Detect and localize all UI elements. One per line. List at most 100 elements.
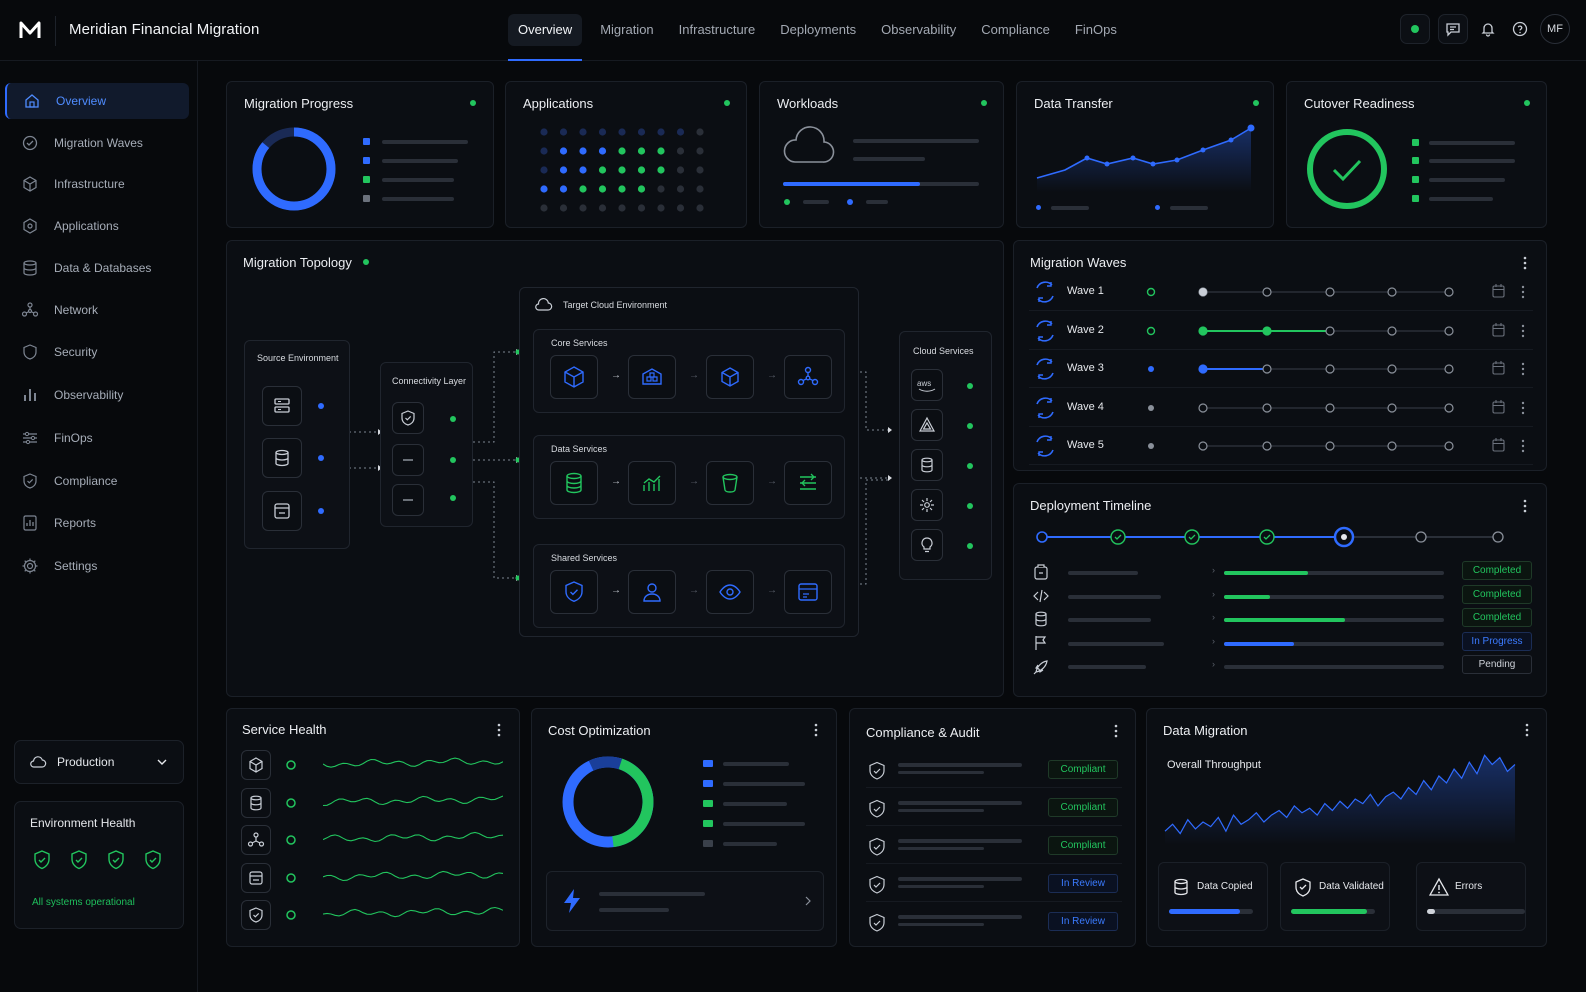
tab-finops[interactable]: FinOps	[1074, 22, 1117, 37]
compliance-row[interactable]: Compliant	[866, 834, 1122, 864]
sidebar-item-overview[interactable]: Overview	[5, 83, 189, 119]
cost-insight-row[interactable]	[546, 871, 824, 931]
sidebar-item-security[interactable]: Security	[5, 334, 189, 370]
service-row[interactable]	[241, 750, 511, 780]
cloud-icon	[783, 126, 835, 163]
help-button[interactable]	[1508, 14, 1532, 44]
tab-compliance[interactable]: Compliance	[981, 22, 1050, 37]
gateway-node[interactable]	[392, 444, 424, 476]
more-options-icon[interactable]	[1523, 499, 1527, 513]
tab-overview[interactable]: Overview	[508, 14, 583, 61]
notifications-button[interactable]	[1476, 14, 1500, 44]
environment-select[interactable]: Production	[14, 740, 184, 784]
more-options-icon[interactable]	[497, 723, 501, 737]
sidebar-item-infrastructure[interactable]: Infrastructure	[5, 166, 189, 202]
sidebar-item-finops[interactable]: FinOps	[5, 420, 189, 456]
sidebar-item-observability[interactable]: Observability	[5, 377, 189, 413]
bucket-node[interactable]	[706, 461, 754, 505]
ai-node[interactable]	[911, 489, 943, 521]
tab-migration[interactable]: Migration	[600, 22, 654, 37]
meridian-logo-icon[interactable]	[18, 18, 42, 42]
service-row[interactable]	[241, 825, 511, 855]
aws-node[interactable]: aws	[911, 369, 943, 401]
database-node[interactable]	[550, 461, 598, 505]
wave-row[interactable]: Wave 5	[1029, 427, 1533, 465]
sidebar-item-data-databases[interactable]: Data & Databases	[5, 250, 189, 286]
status-button[interactable]	[1400, 14, 1430, 44]
deployment-row[interactable]: › Completed	[1068, 608, 1538, 638]
vpn-node[interactable]	[392, 484, 424, 516]
data-migration-stat[interactable]: Data Validated	[1280, 862, 1390, 931]
migration-progress-card[interactable]: Migration Progress	[226, 81, 494, 228]
more-options-icon[interactable]	[814, 723, 818, 737]
compliance-row[interactable]: In Review	[866, 872, 1122, 902]
cutover-readiness-card[interactable]: Cutover Readiness	[1286, 81, 1547, 228]
sidebar-item-reports[interactable]: Reports	[5, 505, 189, 541]
source-environment-label: Source Environment	[257, 353, 339, 363]
container-node[interactable]	[628, 355, 676, 399]
data-migration-stat[interactable]: Data Copied	[1158, 862, 1268, 931]
core-services-label: Core Services	[551, 338, 608, 348]
deployment-row[interactable]: › Pending	[1068, 655, 1538, 685]
messages-button[interactable]	[1438, 14, 1468, 44]
deployment-row[interactable]: › In Progress	[1068, 631, 1538, 662]
tab-deployments[interactable]: Deployments	[780, 22, 857, 37]
service-row[interactable]	[241, 787, 511, 818]
sidebar-item-settings[interactable]: Settings	[5, 548, 189, 584]
service-row[interactable]	[241, 900, 511, 930]
kubernetes-node[interactable]	[706, 355, 754, 399]
deployment-row[interactable]: › Completed	[1068, 561, 1538, 591]
wave-row[interactable]: Wave 1	[1029, 273, 1533, 311]
sidebar-item-network[interactable]: Network	[5, 292, 189, 328]
sidebar-item-label: FinOps	[54, 431, 93, 445]
compliance-row[interactable]: Compliant	[866, 758, 1122, 788]
wave-row[interactable]: Wave 3	[1029, 350, 1533, 388]
more-options-icon[interactable]	[1525, 723, 1529, 737]
database-node[interactable]	[262, 438, 302, 478]
wave-row[interactable]: Wave 2	[1029, 312, 1533, 350]
compute-icon	[249, 757, 263, 773]
service-mesh-node[interactable]	[784, 355, 832, 399]
analytics-node[interactable]	[628, 461, 676, 505]
applications-card[interactable]: Applications	[505, 81, 747, 228]
insights-node[interactable]	[911, 529, 943, 561]
wave-row-graphics	[1036, 358, 1525, 380]
sidebar-item-label: Reports	[54, 516, 97, 530]
compute-node[interactable]	[550, 355, 598, 399]
wave-row[interactable]: Wave 4	[1029, 389, 1533, 427]
storage-node[interactable]	[262, 491, 302, 531]
firewall-node[interactable]	[392, 402, 424, 434]
pipeline-node[interactable]	[784, 461, 832, 505]
arrow-icon: →	[611, 585, 621, 596]
server-node[interactable]	[262, 386, 302, 426]
status-dot	[318, 403, 324, 409]
compliance-row[interactable]: In Review	[866, 910, 1122, 940]
user-avatar[interactable]: MF	[1540, 14, 1570, 44]
security-node[interactable]	[550, 570, 598, 614]
data-transfer-card[interactable]: Data Transfer	[1016, 81, 1274, 228]
more-options-icon[interactable]	[1523, 256, 1527, 270]
data-migration-stat[interactable]: Errors	[1416, 862, 1526, 931]
shield-check-icon	[869, 761, 885, 780]
compliance-row[interactable]: Compliant	[866, 796, 1122, 826]
tab-infrastructure[interactable]: Infrastructure	[678, 22, 756, 37]
wave-label: Wave 3	[1067, 362, 1104, 374]
monitoring-node[interactable]	[706, 570, 754, 614]
sidebar-item-migration-waves[interactable]: Migration Waves	[5, 125, 189, 161]
throughput-label: Overall Throughput	[1167, 759, 1261, 771]
compliance-status-badge: Compliant	[1048, 760, 1118, 779]
more-options-icon[interactable]	[1114, 724, 1118, 738]
sidebar-item-compliance[interactable]: Compliance	[5, 463, 189, 499]
service-icon-box	[241, 862, 271, 893]
azure-node[interactable]	[911, 409, 943, 441]
compliance-status-badge: In Review	[1048, 912, 1118, 931]
workloads-card[interactable]: Workloads	[759, 81, 1004, 228]
registry-node[interactable]	[784, 570, 832, 614]
cloud-database-node[interactable]	[911, 449, 943, 481]
tab-observability[interactable]: Observability	[881, 22, 957, 37]
service-row[interactable]	[241, 862, 511, 893]
sidebar-item-applications[interactable]: Applications	[5, 208, 189, 244]
deployment-row[interactable]: › Completed	[1068, 584, 1538, 615]
identity-node[interactable]	[628, 570, 676, 614]
main-tabs: Overview Migration Infrastructure Deploy…	[508, 14, 1132, 61]
